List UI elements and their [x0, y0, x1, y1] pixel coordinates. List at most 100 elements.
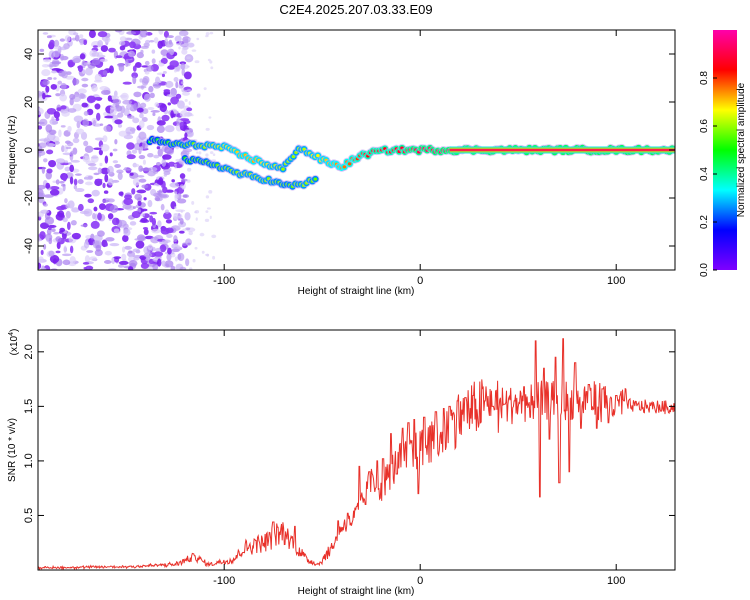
- noise-blob: [102, 135, 108, 143]
- noise-blob: [55, 117, 60, 121]
- noise-blob: [89, 256, 97, 261]
- noise-blob: [138, 178, 147, 183]
- noise-blob: [183, 194, 189, 198]
- noise-blob: [102, 70, 108, 76]
- noise-blob: [180, 178, 188, 182]
- noise-blob: [86, 95, 97, 103]
- noise-blob: [122, 204, 132, 210]
- noise-blob: [195, 217, 198, 221]
- noise-blob: [143, 252, 153, 258]
- noise-blob: [53, 111, 60, 119]
- noise-blob: [107, 95, 113, 102]
- y-tick-label: 1.0: [23, 453, 35, 468]
- noise-blob: [183, 71, 192, 80]
- noise-blob: [186, 89, 192, 92]
- colorbar-tick-label: 0.2: [699, 215, 710, 229]
- noise-blob: [166, 253, 172, 261]
- noise-blob: [153, 37, 159, 44]
- noise-blob: [47, 76, 53, 81]
- noise-blob: [43, 158, 48, 163]
- noise-blob: [147, 153, 154, 158]
- noise-blob: [144, 60, 150, 66]
- noise-blob: [111, 256, 116, 265]
- noise-blob: [150, 110, 161, 113]
- noise-blob: [173, 213, 178, 216]
- noise-blob: [81, 102, 88, 108]
- noise-blob: [184, 98, 188, 102]
- noise-blob: [65, 75, 75, 80]
- noise-blob: [170, 265, 176, 270]
- noise-blob: [160, 57, 168, 65]
- noise-blob: [178, 119, 182, 123]
- noise-blob: [67, 125, 72, 133]
- noise-blob: [46, 228, 52, 235]
- noise-blob: [166, 233, 173, 239]
- y-tick-label: 20: [23, 96, 35, 108]
- x-tick-label: 100: [607, 575, 625, 587]
- noise-blob: [98, 149, 103, 156]
- noise-blob: [141, 77, 149, 86]
- noise-blob: [101, 89, 111, 96]
- noise-blob: [181, 88, 185, 92]
- noise-blob: [83, 267, 88, 270]
- noise-blob: [183, 90, 188, 93]
- noise-blob: [59, 227, 66, 233]
- noise-blob: [48, 250, 55, 257]
- snr-frame: [37, 329, 676, 571]
- noise-blob: [181, 49, 188, 55]
- noise-blob: [84, 193, 92, 198]
- noise-blob: [194, 60, 200, 64]
- snr-xlabel: Height of straight line (km): [298, 586, 415, 597]
- colorbar: 0.0 0.2 0.4 0.6 0.8 Normalized spectral ampl…: [699, 30, 747, 277]
- noise-blob: [206, 253, 210, 257]
- noise-blob: [65, 203, 71, 209]
- noise-blob: [114, 30, 123, 33]
- noise-blob: [148, 85, 154, 93]
- noise-blob: [66, 141, 74, 147]
- noise-blob: [43, 243, 47, 250]
- noise-blob: [108, 47, 116, 53]
- noise-blob: [99, 162, 103, 167]
- noise-blob: [169, 182, 180, 188]
- noise-blob: [204, 218, 210, 223]
- noise-blob: [147, 107, 155, 111]
- noise-blob: [173, 235, 178, 243]
- noise-blob: [159, 193, 169, 199]
- noise-blob: [121, 253, 127, 261]
- trace-core: [347, 162, 352, 166]
- noise-blob: [152, 84, 162, 87]
- noise-blob: [43, 58, 51, 63]
- noise-blob: [179, 105, 184, 110]
- noise-blob: [126, 154, 136, 160]
- snr-ylabel: SNR (10 * v/v): [7, 418, 18, 482]
- noise-blob: [196, 37, 200, 41]
- noise-blob: [82, 39, 88, 45]
- spectrogram-panel: -100 0 100 -40 -20 0 20 40 Height of straight l…: [7, 29, 676, 297]
- noise-blob: [185, 238, 192, 246]
- noise-blob: [93, 172, 100, 176]
- noise-blob: [160, 49, 169, 56]
- noise-blob: [205, 32, 210, 36]
- noise-blob: [174, 191, 178, 195]
- noise-blob: [104, 155, 109, 164]
- noise-blob: [103, 111, 109, 117]
- noise-blob: [55, 158, 66, 164]
- noise-blob: [38, 184, 46, 190]
- noise-blob: [122, 234, 129, 243]
- noise-blob: [67, 162, 72, 165]
- noise-blob: [82, 118, 90, 127]
- noise-blob: [162, 154, 172, 160]
- noise-blob: [53, 77, 57, 80]
- noise-blob: [93, 45, 98, 48]
- noise-blob: [176, 198, 187, 204]
- noise-blob: [49, 189, 60, 196]
- noise-blob: [137, 200, 142, 207]
- x-tick-label: 0: [417, 575, 423, 587]
- noise-blob: [125, 126, 135, 135]
- noise-blob: [131, 211, 141, 219]
- noise-blob: [50, 83, 58, 90]
- noise-blob: [206, 207, 211, 210]
- noise-blob: [117, 123, 123, 128]
- noise-blob: [67, 61, 74, 68]
- noise-blob: [157, 220, 162, 228]
